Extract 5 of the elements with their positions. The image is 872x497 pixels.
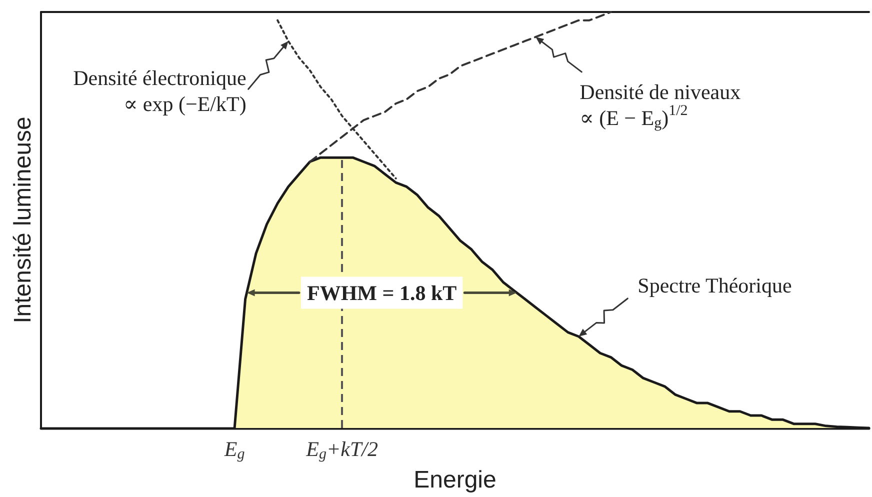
annotation: Densité électronique ∝ exp (−E/kT) bbox=[73, 66, 246, 116]
x-axis-title: Energie bbox=[414, 466, 496, 494]
annotation: Spectre Théorique bbox=[638, 273, 792, 298]
annotation: FWHM = 1.8 kT bbox=[306, 280, 457, 305]
y-axis-title: Intensité lumineuse bbox=[10, 116, 36, 324]
